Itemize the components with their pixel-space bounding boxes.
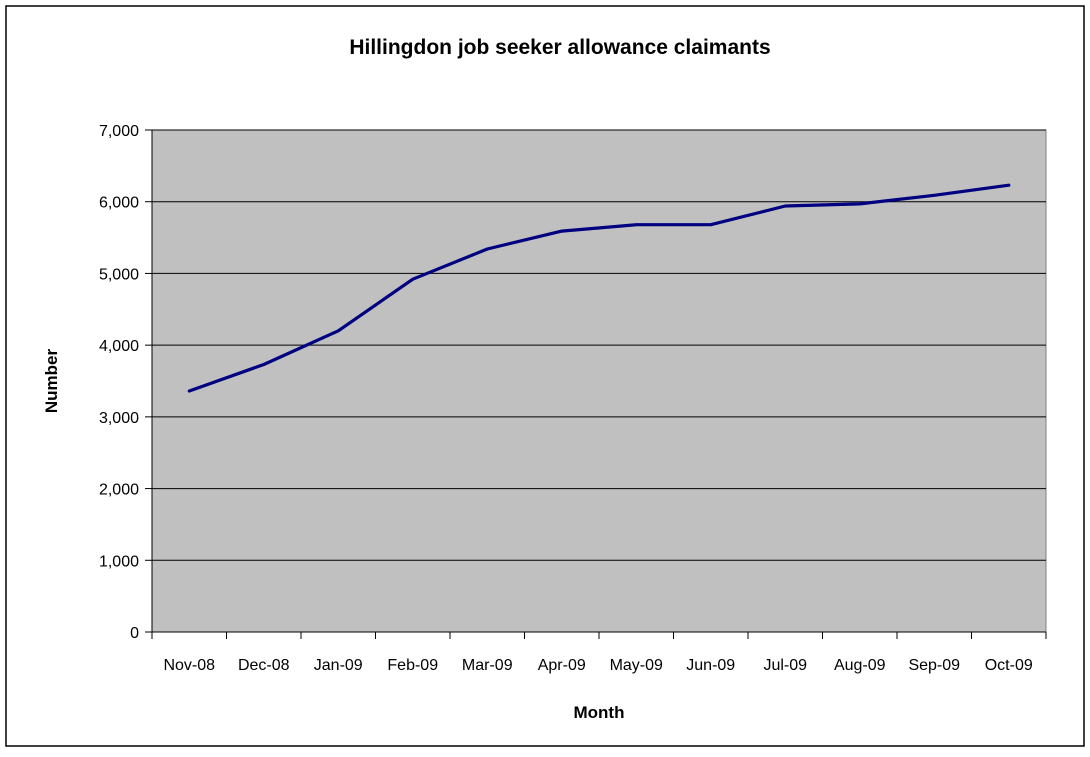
x-tick-label: Jun-09	[686, 657, 735, 674]
x-tick-label: Oct-09	[985, 657, 1033, 674]
x-tick-label: May-09	[610, 657, 663, 674]
axes	[145, 129, 1047, 639]
series-line	[187, 183, 1011, 393]
y-tick-label: 7,000	[99, 123, 139, 140]
y-tick-label: 6,000	[99, 195, 139, 212]
x-tick-labels: Nov-08 Dec-08 Jan-09 Feb-09 Mar-09 Apr-09 May-…	[163, 657, 1032, 674]
y-axis-title: Number	[42, 349, 61, 414]
plot-area	[151, 129, 1047, 633]
x-tick-label: Aug-09	[834, 657, 886, 674]
y-tick-label: 0	[130, 625, 139, 642]
x-tick-label: Jan-09	[314, 657, 363, 674]
y-tick-label: 5,000	[99, 266, 139, 283]
y-tick-label: 1,000	[99, 553, 139, 570]
gridlines	[152, 129, 1046, 561]
y-tick-label: 3,000	[99, 410, 139, 427]
x-tick-label: Jul-09	[763, 657, 807, 674]
y-tick-labels: 0 1,000 2,000 3,000 4,000 5,000 6,000 7,000	[99, 123, 139, 642]
x-tick-label: Feb-09	[387, 657, 438, 674]
y-tick-label: 4,000	[99, 338, 139, 355]
series	[187, 183, 1011, 393]
chart-title: Hillingdon job seeker allowance claimant…	[349, 36, 770, 59]
x-tick-label: Apr-09	[538, 657, 586, 674]
y-tick-label: 2,000	[99, 482, 139, 499]
x-tick-label: Nov-08	[163, 657, 215, 674]
x-tick-label: Sep-09	[908, 657, 960, 674]
x-tick-label: Dec-08	[238, 657, 290, 674]
x-tick-label: Mar-09	[462, 657, 513, 674]
x-axis-title: Month	[574, 703, 625, 722]
